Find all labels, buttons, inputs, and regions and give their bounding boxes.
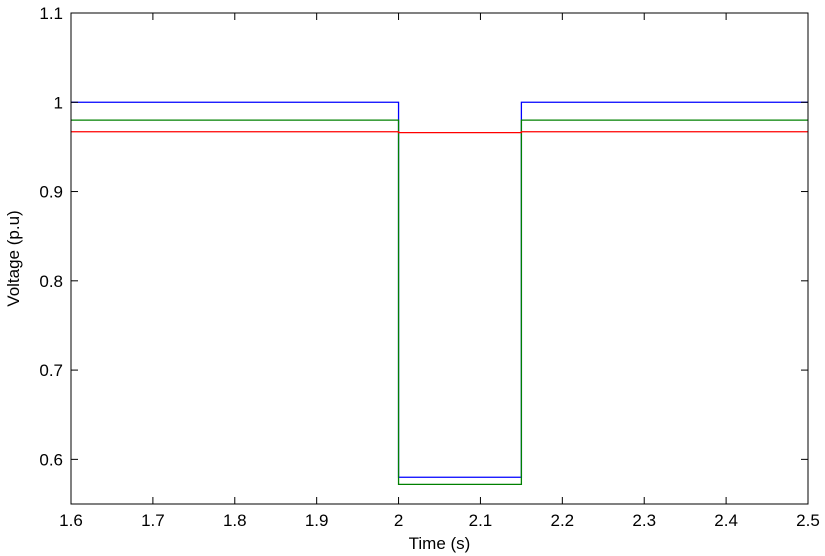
series-line-3 [71, 131, 808, 134]
x-tick-label: 2.2 [551, 511, 575, 530]
x-tick-label: 1.6 [59, 511, 83, 530]
series-layer [71, 101, 808, 486]
y-tick-label: 1.1 [39, 4, 63, 23]
y-tick-label: 0.6 [39, 450, 63, 469]
x-axis-title: Time (s) [409, 534, 471, 553]
series-line-2 [71, 119, 808, 486]
y-axis-ticks: 0.6 0.7 0.8 0.9 1 1.1 [39, 4, 808, 469]
x-axis-ticks: 1.6 1.7 1.8 1.9 2 2.1 2.2 2.3 2.4 2.5 [59, 13, 820, 530]
y-tick-label: 0.7 [39, 361, 63, 380]
x-tick-label: 1.7 [141, 511, 165, 530]
y-tick-label: 1 [54, 93, 63, 112]
x-tick-label: 2.1 [469, 511, 493, 530]
y-tick-label: 0.9 [39, 183, 63, 202]
x-tick-label: 2.4 [714, 511, 738, 530]
y-axis-title: Voltage (p.u) [4, 210, 23, 306]
x-tick-label: 2.5 [796, 511, 820, 530]
x-tick-label: 1.9 [305, 511, 329, 530]
x-tick-label: 2 [394, 511, 403, 530]
plot-area-frame [70, 12, 809, 505]
x-tick-label: 1.8 [223, 511, 247, 530]
y-tick-label: 0.8 [39, 272, 63, 291]
x-tick-label: 2.3 [632, 511, 656, 530]
series-line-1 [71, 101, 808, 478]
